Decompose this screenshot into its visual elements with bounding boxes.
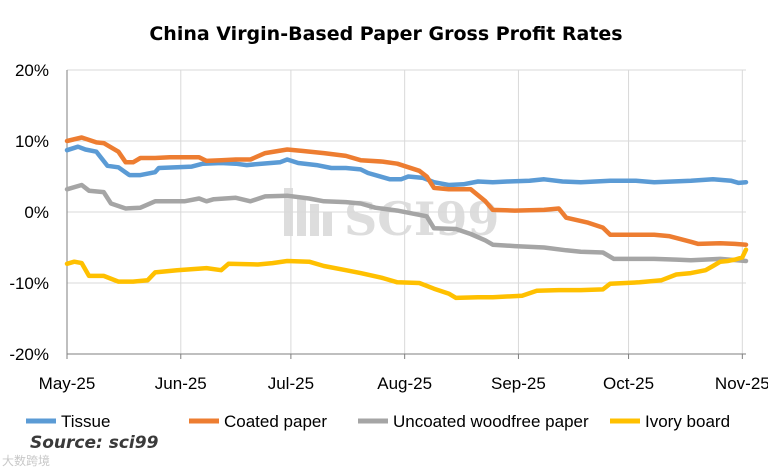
series-line-uncoated-woodfree-paper <box>64 182 749 264</box>
legend-item-coated-paper: Coated paper <box>189 412 327 431</box>
watermark-logo-bar-2 <box>297 196 306 236</box>
axes: 20% 10% 0% -10% -20% May-25 Jun-25 Jul-25 Aug-25… <box>9 61 768 393</box>
source-note: Source: sci99 <box>30 433 159 453</box>
legend-label: Tissue <box>61 412 110 431</box>
y-tick-label: 0% <box>24 203 49 222</box>
series-line-ivory-board <box>64 247 749 301</box>
legend: Tissue Coated paper Uncoated woodfree pape… <box>26 412 730 431</box>
legend-item-tissue: Tissue <box>26 412 110 431</box>
y-tick-label: 10% <box>15 132 49 151</box>
series-line-tissue <box>64 144 749 188</box>
x-tick-label: May-25 <box>39 374 96 393</box>
legend-item-uncoated-woodfree-paper: Uncoated woodfree paper <box>358 412 589 431</box>
y-tick-label: -20% <box>9 345 49 364</box>
y-tick-label: -10% <box>9 274 49 293</box>
legend-label: Coated paper <box>224 412 327 431</box>
x-tick-label: Oct-25 <box>603 374 654 393</box>
chart-title: China Virgin-Based Paper Gross Profit Ra… <box>149 23 622 45</box>
legend-label: Ivory board <box>645 412 730 431</box>
y-tick-label: 20% <box>15 61 49 80</box>
watermark-logo-bar-3 <box>310 204 319 236</box>
series-group <box>64 135 749 301</box>
x-tick-label: Aug-25 <box>377 374 432 393</box>
corner-logo: 大数跨境 <box>2 454 51 468</box>
x-tick-label: Jul-25 <box>268 374 314 393</box>
series-line-coated-paper <box>64 135 749 247</box>
watermark: SCI99 <box>284 188 499 246</box>
x-tick-label: Sep-25 <box>491 374 546 393</box>
legend-label: Uncoated woodfree paper <box>393 412 589 431</box>
watermark-logo-bar-4 <box>323 212 332 236</box>
x-tick-label: Nov-25 <box>715 374 768 393</box>
x-tick-label: Jun-25 <box>155 374 207 393</box>
legend-item-ivory-board: Ivory board <box>610 412 730 431</box>
